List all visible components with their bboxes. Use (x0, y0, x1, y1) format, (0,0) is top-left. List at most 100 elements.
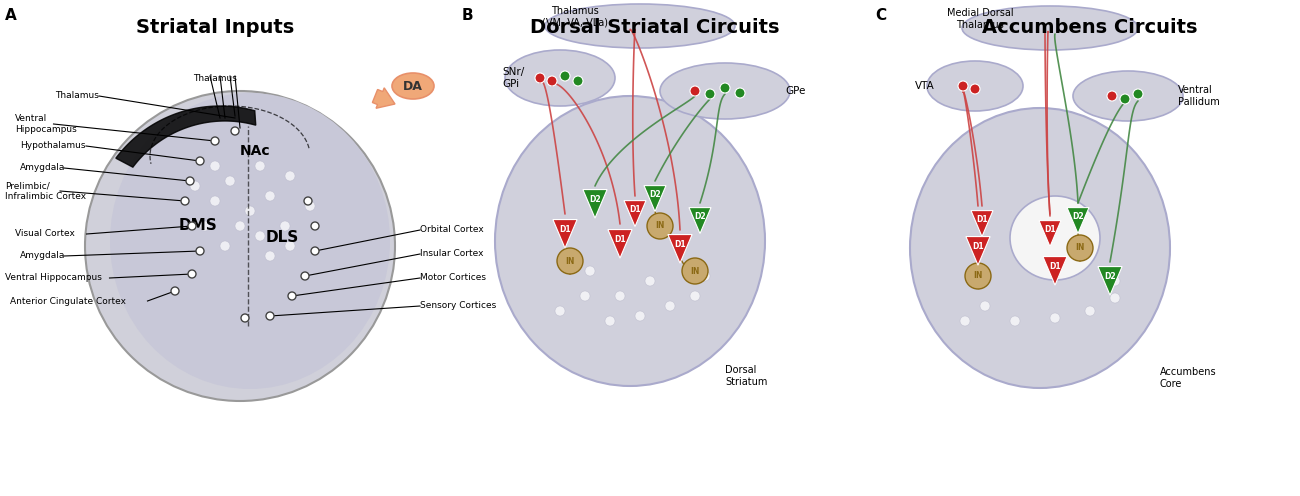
Polygon shape (608, 230, 632, 258)
Text: D2: D2 (694, 212, 706, 221)
Circle shape (547, 76, 556, 86)
Text: Orbital Cortex: Orbital Cortex (420, 226, 484, 235)
Circle shape (200, 221, 211, 231)
Text: A: A (5, 8, 17, 23)
Circle shape (255, 161, 265, 171)
Circle shape (1050, 313, 1060, 323)
Text: D2: D2 (1104, 272, 1115, 281)
Ellipse shape (910, 108, 1170, 388)
Text: Amygdala: Amygdala (20, 164, 65, 173)
Text: Dorsal
Striatum: Dorsal Striatum (725, 365, 767, 387)
Polygon shape (116, 106, 256, 167)
Circle shape (196, 157, 204, 165)
Polygon shape (668, 235, 692, 263)
Ellipse shape (111, 93, 390, 389)
Polygon shape (1043, 256, 1067, 285)
Circle shape (690, 86, 699, 96)
Text: Insular Cortex: Insular Cortex (420, 249, 484, 258)
Text: D2: D2 (649, 190, 660, 199)
Text: Ventral Hippocampus: Ventral Hippocampus (5, 273, 101, 283)
Text: Visual Cortex: Visual Cortex (16, 230, 75, 239)
Circle shape (705, 89, 715, 99)
Text: Hypothalamus: Hypothalamus (20, 141, 86, 150)
Circle shape (536, 73, 545, 83)
Text: D1: D1 (614, 235, 625, 244)
Text: Thalamus: Thalamus (194, 74, 237, 83)
Text: Prelimbic/
Infralimbic Cortex: Prelimbic/ Infralimbic Cortex (5, 182, 86, 201)
Ellipse shape (660, 63, 790, 119)
Text: D1: D1 (1044, 225, 1056, 234)
Ellipse shape (1072, 71, 1183, 121)
Ellipse shape (545, 4, 734, 48)
Polygon shape (552, 220, 577, 248)
Text: D1: D1 (1049, 262, 1061, 271)
Circle shape (958, 81, 968, 91)
Circle shape (645, 276, 655, 286)
Text: D2: D2 (1072, 212, 1084, 221)
Circle shape (615, 291, 625, 301)
Text: DLS: DLS (265, 231, 299, 246)
Circle shape (172, 287, 179, 295)
Circle shape (265, 191, 276, 201)
Circle shape (573, 76, 582, 86)
Circle shape (970, 84, 980, 94)
Circle shape (965, 263, 991, 289)
Text: Sensory Cortices: Sensory Cortices (420, 302, 497, 310)
Text: IN: IN (655, 222, 664, 231)
Circle shape (285, 171, 295, 181)
Ellipse shape (84, 91, 395, 401)
Ellipse shape (495, 96, 764, 386)
Circle shape (186, 177, 194, 185)
Circle shape (211, 137, 218, 145)
Circle shape (304, 197, 312, 205)
Text: Medial Dorsal
Thalamus: Medial Dorsal Thalamus (946, 8, 1013, 30)
Circle shape (1108, 91, 1117, 101)
Text: IN: IN (1075, 244, 1084, 252)
Circle shape (265, 251, 276, 261)
Text: IN: IN (974, 271, 983, 281)
Text: D1: D1 (976, 215, 988, 224)
Text: D1: D1 (972, 242, 984, 251)
Ellipse shape (1010, 196, 1100, 280)
Ellipse shape (962, 6, 1138, 50)
Circle shape (1010, 316, 1020, 326)
Circle shape (1110, 293, 1121, 303)
Circle shape (634, 311, 645, 321)
Text: Striatal Inputs: Striatal Inputs (136, 18, 294, 37)
Circle shape (188, 270, 196, 278)
Circle shape (220, 241, 230, 251)
Text: VTA: VTA (915, 81, 935, 91)
Circle shape (980, 301, 991, 311)
Circle shape (240, 314, 250, 322)
Circle shape (690, 291, 699, 301)
Circle shape (1086, 306, 1095, 316)
Circle shape (555, 306, 566, 316)
Text: Ventral
Pallidum: Ventral Pallidum (1178, 85, 1219, 107)
Text: Dorsal Striatal Circuits: Dorsal Striatal Circuits (530, 18, 780, 37)
Text: Anterior Cingulate Cortex: Anterior Cingulate Cortex (10, 297, 126, 306)
Circle shape (699, 271, 710, 281)
FancyArrow shape (372, 88, 395, 108)
Circle shape (280, 221, 290, 231)
Circle shape (306, 201, 315, 211)
Circle shape (211, 196, 220, 206)
Circle shape (266, 312, 274, 320)
Circle shape (285, 241, 295, 251)
Text: GPe: GPe (785, 86, 806, 96)
Circle shape (556, 248, 582, 274)
Circle shape (181, 197, 188, 205)
Text: D1: D1 (629, 205, 641, 214)
Circle shape (1110, 276, 1121, 286)
Text: Accumbens
Core: Accumbens Core (1160, 367, 1217, 389)
Circle shape (311, 247, 318, 255)
Text: D1: D1 (559, 225, 571, 234)
Polygon shape (624, 200, 646, 227)
Polygon shape (971, 211, 993, 237)
Circle shape (289, 292, 296, 300)
Text: SNr/
GPi: SNr/ GPi (502, 67, 524, 89)
Circle shape (1067, 235, 1093, 261)
Text: Thalamus
(VM, VA, VLa): Thalamus (VM, VA, VLa) (542, 6, 608, 28)
Circle shape (225, 176, 235, 186)
Text: IN: IN (690, 266, 699, 275)
Circle shape (734, 88, 745, 98)
